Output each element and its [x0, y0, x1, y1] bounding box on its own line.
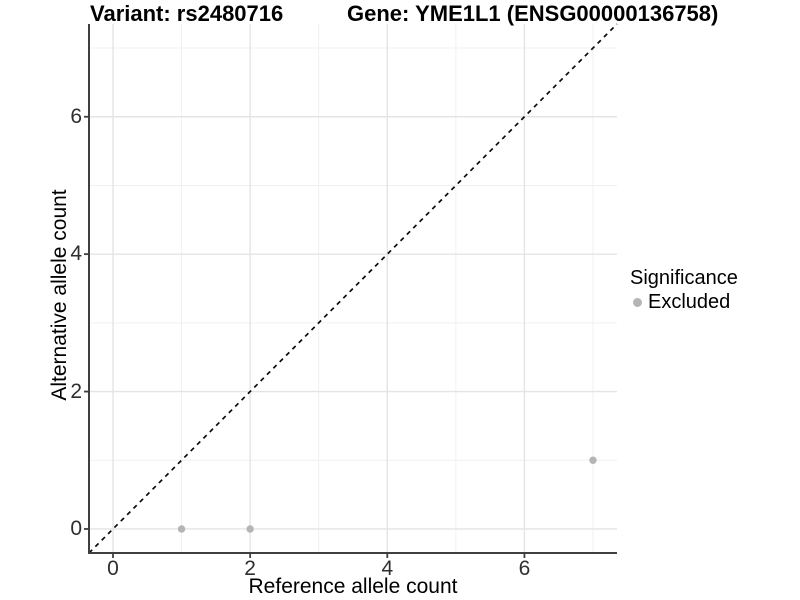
y-tick-label: 2	[70, 379, 82, 403]
legend-item-label: Excluded	[648, 291, 731, 313]
x-tick-label: 6	[518, 557, 531, 580]
y-tick-label: 4	[70, 242, 82, 266]
data-point	[246, 525, 254, 533]
plot-title-variant: Variant: rs2480716	[90, 1, 284, 26]
data-point	[177, 525, 186, 533]
plot-title-gene: Gene: YME1L1 (ENSG00000136758)	[347, 1, 719, 26]
legend-point-icon	[633, 297, 642, 307]
x-tick-label: 0	[107, 557, 119, 580]
legend: Significance Excluded	[630, 266, 738, 314]
legend-item-excluded: Excluded	[630, 290, 738, 314]
data-point	[589, 456, 597, 464]
legend-title: Significance	[630, 267, 738, 289]
y-tick-label: 6	[70, 104, 82, 128]
y-tick-label: 0	[70, 516, 82, 540]
y-axis-title: Alternative allele count	[48, 189, 71, 401]
x-tick-label: 4	[381, 557, 394, 580]
x-tick-label: 2	[244, 557, 256, 580]
identity-line	[88, 23, 618, 554]
x-axis-title: Reference allele count	[248, 575, 458, 598]
